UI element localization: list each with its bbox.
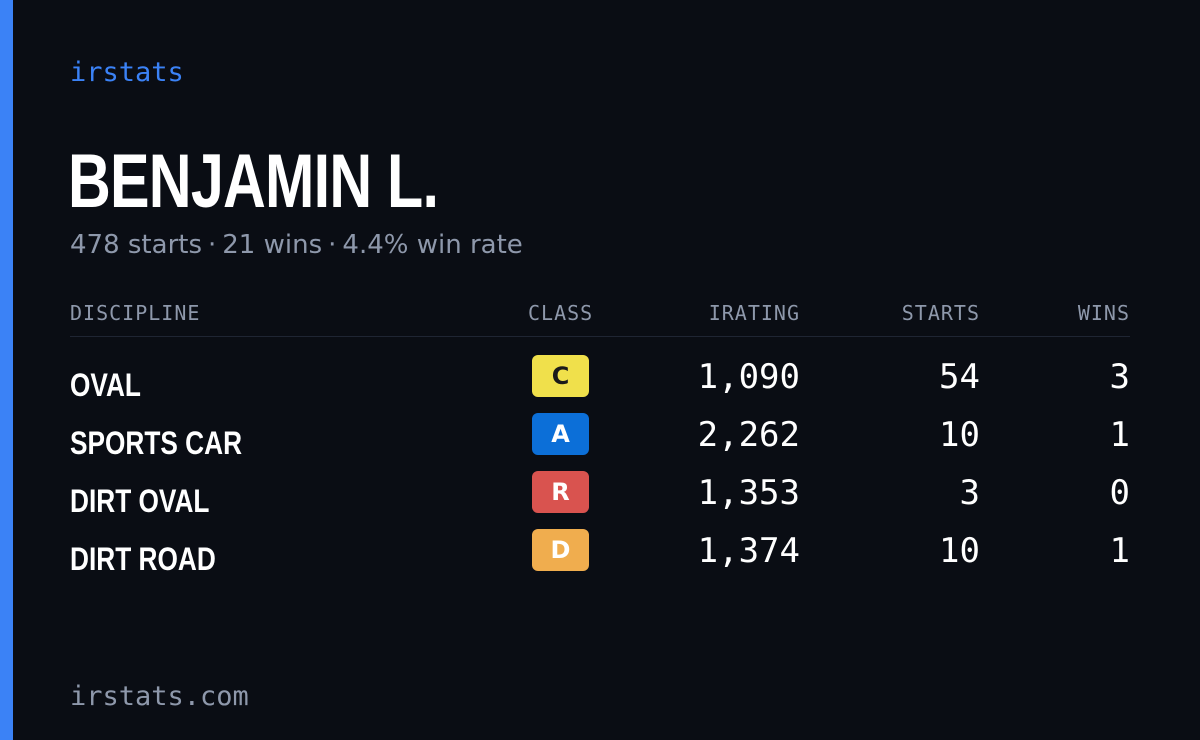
discipline-name: DIRT ROAD: [70, 541, 216, 577]
win-rate: 4.4% win rate: [342, 230, 523, 260]
wins-value: 0: [1109, 473, 1130, 513]
table-body: OVAL C 1,090 54 3 SPORTS CAR A 2,262 10 …: [70, 355, 1130, 587]
brand-logo-text: irstats: [70, 57, 184, 88]
irating-value: 1,090: [697, 357, 800, 397]
discipline-name: OVAL: [70, 367, 141, 403]
table-header-row: DISCIPLINE CLASS IRATING STARTS WINS: [70, 296, 1130, 337]
table-row: SPORTS CAR A 2,262 10 1: [70, 413, 1130, 471]
license-class-badge: C: [532, 355, 589, 397]
discipline-name: DIRT OVAL: [70, 483, 210, 519]
wins-value: 1: [1109, 415, 1130, 455]
driver-name: BENJAMIN L.: [68, 139, 439, 224]
starts-value: 54: [939, 357, 980, 397]
starts-value: 10: [939, 415, 980, 455]
discipline-name: SPORTS CAR: [70, 425, 243, 461]
irating-value: 1,353: [697, 473, 800, 513]
driver-summary: 478 starts · 21 wins · 4.4% win rate: [70, 228, 523, 262]
irating-value: 2,262: [697, 415, 800, 455]
accent-bar: [0, 0, 13, 740]
starts-value: 3: [959, 473, 980, 513]
table-row: DIRT ROAD D 1,374 10 1: [70, 529, 1130, 587]
irating-value: 1,374: [697, 531, 800, 571]
table-row: OVAL C 1,090 54 3: [70, 355, 1130, 413]
discipline-stats-table: DISCIPLINE CLASS IRATING STARTS WINS OVA…: [70, 296, 1130, 587]
table-row: DIRT OVAL R 1,353 3 0: [70, 471, 1130, 529]
wins-value: 3: [1109, 357, 1130, 397]
starts-value: 10: [939, 531, 980, 571]
separator: ·: [328, 230, 337, 260]
column-header-irating: IRATING: [708, 301, 800, 325]
column-header-class: CLASS: [528, 301, 594, 325]
license-class-badge: A: [532, 413, 589, 455]
starts-count: 478 starts: [70, 230, 202, 260]
separator: ·: [208, 230, 217, 260]
license-class-badge: D: [532, 529, 589, 571]
wins-value: 1: [1109, 531, 1130, 571]
column-header-discipline: DISCIPLINE: [70, 301, 201, 325]
license-class-badge: R: [532, 471, 589, 513]
footer-url: irstats.com: [70, 681, 249, 712]
column-header-starts: STARTS: [901, 301, 980, 325]
column-header-wins: WINS: [1077, 301, 1130, 325]
wins-count: 21 wins: [222, 230, 323, 260]
